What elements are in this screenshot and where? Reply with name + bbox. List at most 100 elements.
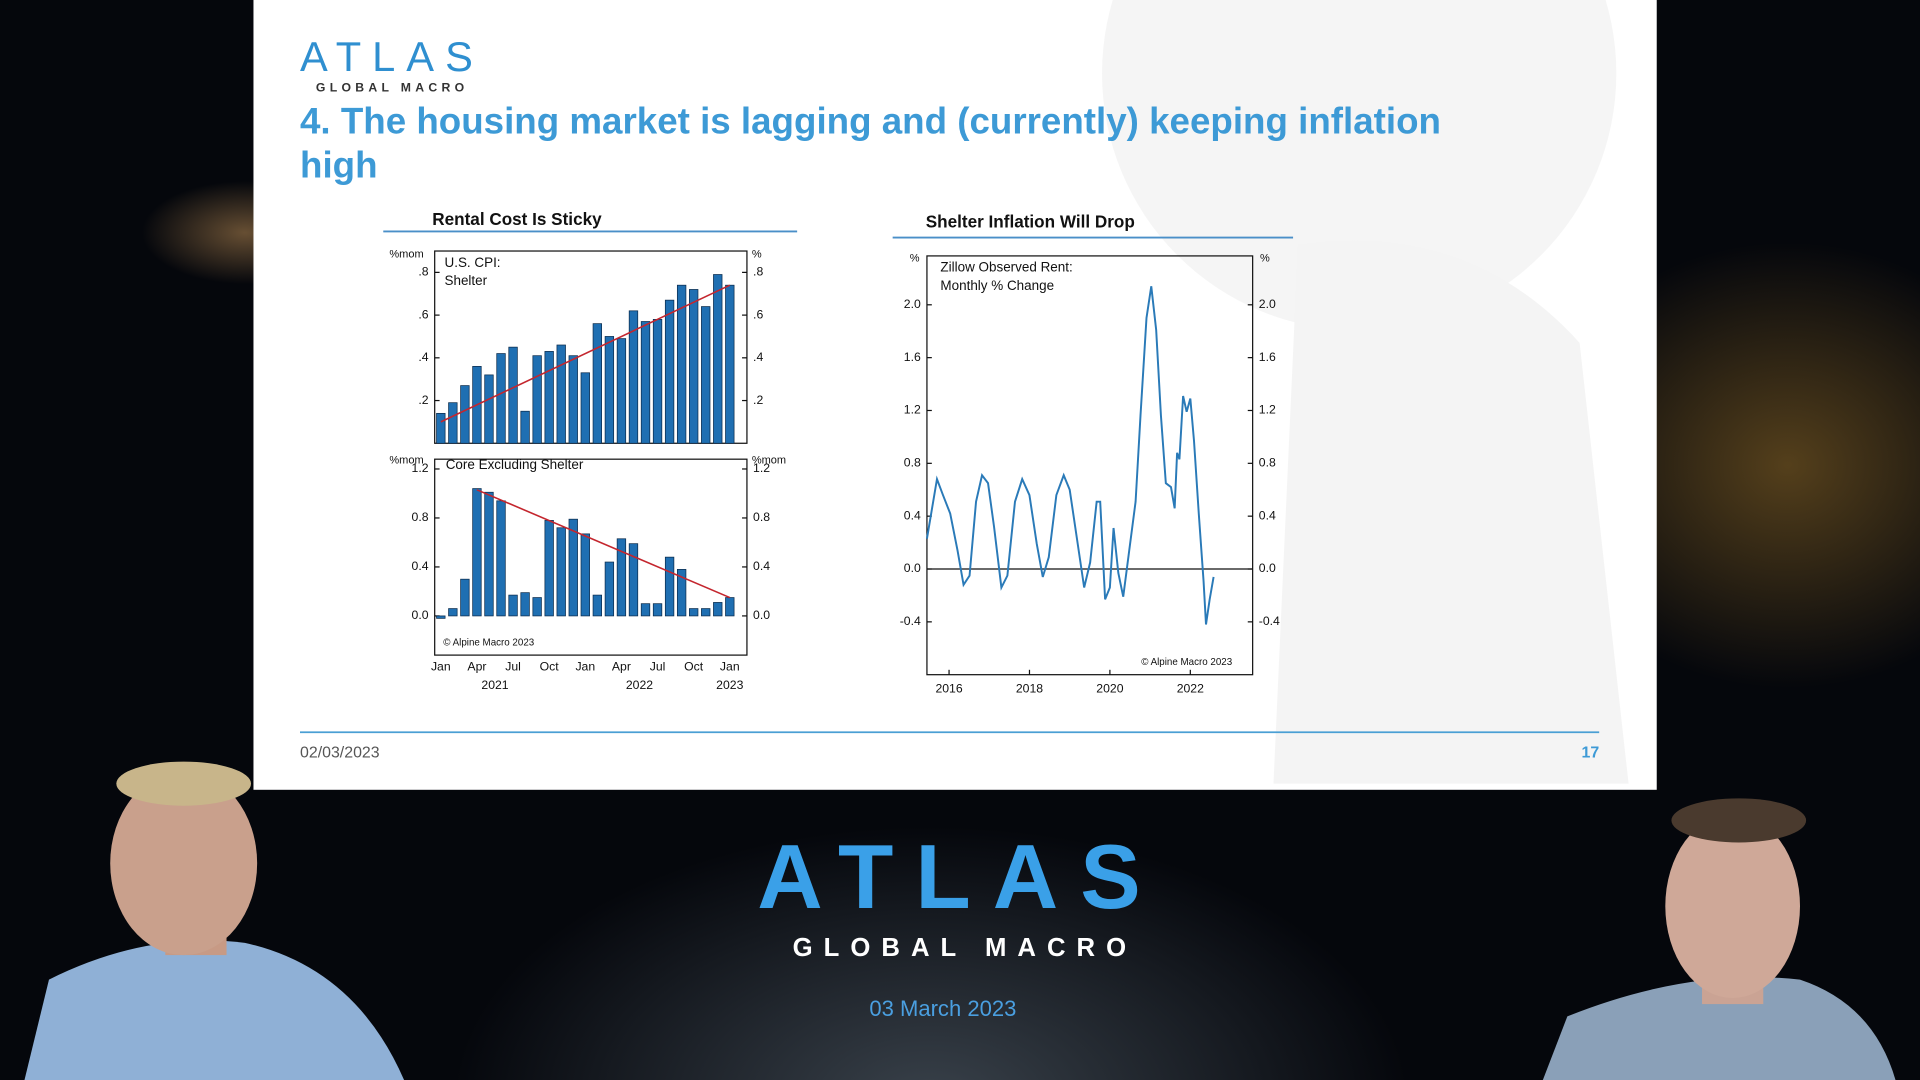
bar — [508, 346, 518, 444]
bar — [616, 538, 627, 617]
bar — [604, 561, 615, 617]
y-unit: %mom — [389, 249, 423, 261]
y-tick-label: .8 — [418, 265, 428, 279]
y-tick-label: .4 — [418, 350, 428, 364]
trend-line — [440, 284, 731, 423]
y-tick-label: 2.0 — [904, 297, 921, 311]
line — [925, 286, 1215, 625]
bar — [568, 518, 578, 617]
bar — [544, 351, 554, 444]
slide-logo-sub: GLOBAL MACRO — [316, 80, 468, 94]
bar — [580, 372, 590, 444]
x-group-label: 2023 — [716, 678, 743, 692]
y2-unit: % — [752, 249, 762, 261]
bar — [520, 592, 530, 617]
y-tick-label: -0.4 — [900, 614, 921, 628]
bar — [544, 520, 554, 617]
bar — [604, 336, 615, 444]
bar — [701, 608, 711, 617]
bar — [640, 603, 651, 617]
slide-title: 4. The housing market is lagging and (cu… — [300, 101, 1441, 187]
bar — [448, 608, 458, 617]
y2-tick-label: .2 — [753, 393, 763, 407]
bar — [725, 284, 735, 444]
y2-tick-label: 1.6 — [1259, 350, 1276, 364]
y2-unit: %mom — [752, 454, 786, 466]
bar — [701, 306, 711, 444]
plot-frame — [434, 250, 748, 444]
bar — [496, 353, 506, 444]
speaker-right — [1542, 798, 1896, 1080]
overlay-logo: ATLAS — [757, 827, 1162, 928]
y-tick-label: 0.4 — [412, 559, 429, 573]
y2-tick-label: 0.4 — [753, 559, 770, 573]
bar — [628, 543, 639, 617]
plot-frame — [434, 458, 748, 656]
y-tick-label: 1.2 — [412, 461, 429, 475]
panel-title: Shelter Inflation Will Drop — [926, 211, 1135, 231]
bar — [713, 274, 723, 444]
bar — [448, 402, 458, 444]
series-label: Monthly % Change — [940, 278, 1054, 293]
copyright: © Alpine Macro 2023 — [443, 637, 535, 648]
overlay-date: 03 March 2023 — [869, 996, 1016, 1021]
bar — [664, 556, 675, 617]
x-group-label: 2022 — [626, 678, 653, 692]
bar — [592, 323, 603, 444]
y-tick-label: .6 — [418, 307, 428, 321]
x-tick-label: Oct — [684, 660, 704, 674]
y-tick-label: 0.4 — [904, 508, 921, 522]
x-tick-label: Oct — [540, 660, 560, 674]
x-tick-label: Jan — [720, 660, 740, 674]
bar — [725, 597, 735, 617]
bar — [436, 412, 446, 444]
y2-tick-label: -0.4 — [1259, 614, 1280, 628]
slide-logo: ATLAS — [300, 33, 484, 80]
y2-tick-label: .8 — [753, 265, 763, 279]
bar — [616, 338, 627, 444]
bar — [520, 410, 530, 444]
x-tick-label: Jul — [650, 660, 666, 674]
bar — [556, 344, 566, 444]
trend-line — [476, 489, 731, 599]
y2-tick-label: 0.4 — [1259, 508, 1276, 522]
y-tick-label: 0.0 — [412, 608, 429, 622]
bar — [592, 594, 603, 617]
bar — [652, 319, 663, 444]
copyright: © Alpine Macro 2023 — [1141, 657, 1233, 668]
x-tick-label: 2016 — [935, 682, 962, 696]
y-tick-label: .2 — [418, 393, 428, 407]
bar — [676, 284, 687, 444]
bar — [508, 594, 518, 617]
x-tick-label: 2018 — [1016, 682, 1043, 696]
x-tick-label: Apr — [467, 660, 486, 674]
x-tick-label: Jan — [575, 660, 595, 674]
speaker-left — [24, 761, 405, 1080]
bar — [556, 527, 566, 617]
bar — [484, 374, 494, 444]
bar — [628, 310, 639, 444]
series-label: Shelter — [444, 273, 487, 288]
y-tick-label: 1.2 — [904, 403, 921, 417]
y2-tick-label: 1.2 — [1259, 403, 1276, 417]
bar — [640, 321, 651, 444]
slide-date: 02/03/2023 — [300, 744, 380, 761]
bar — [580, 533, 590, 617]
x-group-label: 2021 — [481, 678, 508, 692]
y2-tick-label: 0.0 — [753, 608, 770, 622]
y2-tick-label: 0.0 — [1259, 561, 1276, 575]
bar — [652, 603, 663, 617]
series-label: Zillow Observed Rent: — [940, 260, 1072, 275]
bar — [484, 491, 494, 617]
series-label: Core Excluding Shelter — [446, 457, 584, 472]
bar — [496, 500, 506, 617]
y2-tick-label: 1.2 — [753, 461, 770, 475]
y-tick-label: 0.0 — [904, 561, 921, 575]
page-number: 17 — [1581, 744, 1599, 761]
y2-tick-label: 2.0 — [1259, 297, 1276, 311]
bar — [532, 355, 542, 444]
bar — [460, 385, 470, 444]
